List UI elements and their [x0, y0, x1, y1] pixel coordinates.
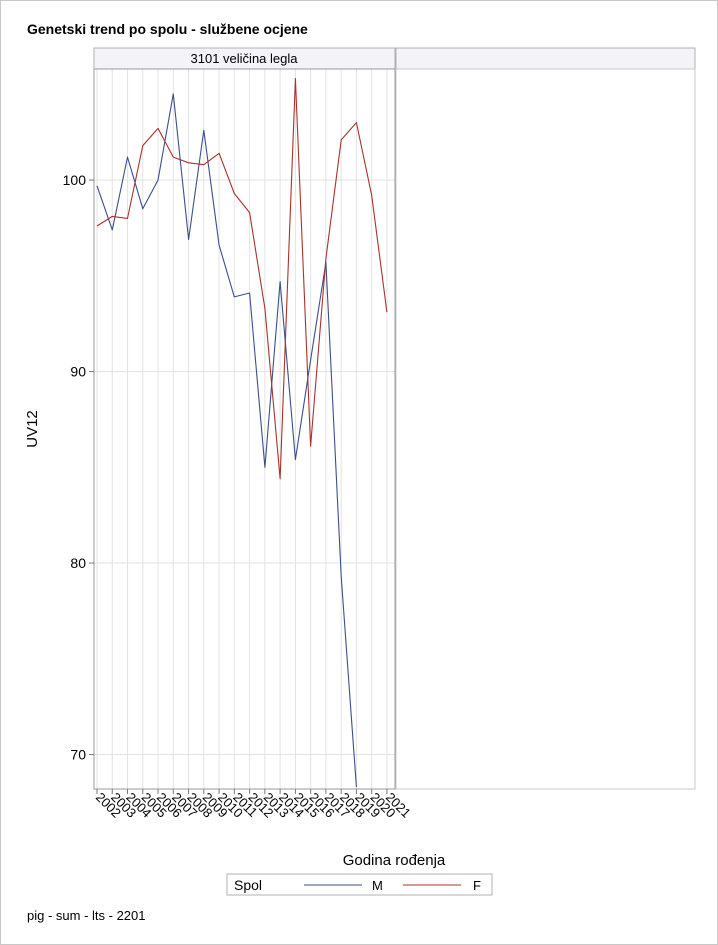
panel-header: 3101 veličina legla	[93, 47, 696, 70]
legend-title: Spol	[234, 877, 262, 893]
y-axis: 70 80 90 100	[63, 172, 94, 763]
panel-header-right	[395, 47, 696, 70]
series-line-f	[96, 78, 388, 480]
grid	[94, 69, 395, 789]
y-tick-label: 100	[63, 172, 87, 188]
legend-label-m: M	[372, 878, 383, 893]
y-tick-label: 90	[70, 364, 86, 380]
x-axis: 2002200320042005200620072008200920102011…	[93, 789, 414, 821]
legend: Spol M F	[226, 873, 493, 896]
y-tick-label: 70	[70, 747, 86, 763]
footnote: pig - sum - lts - 2201	[27, 908, 146, 923]
empty-panel	[395, 68, 696, 790]
y-axis-label: UV12	[24, 410, 41, 448]
series-line-m	[96, 93, 357, 788]
x-axis-label: Godina rođenja	[343, 852, 446, 869]
legend-label-f: F	[473, 878, 481, 893]
series-lines	[96, 78, 388, 788]
plot-area	[93, 68, 396, 790]
y-tick-label: 80	[70, 555, 86, 571]
panel-label: 3101 veličina legla	[191, 51, 299, 66]
chart-title: Genetski trend po spolu - službene ocjen…	[27, 21, 308, 37]
